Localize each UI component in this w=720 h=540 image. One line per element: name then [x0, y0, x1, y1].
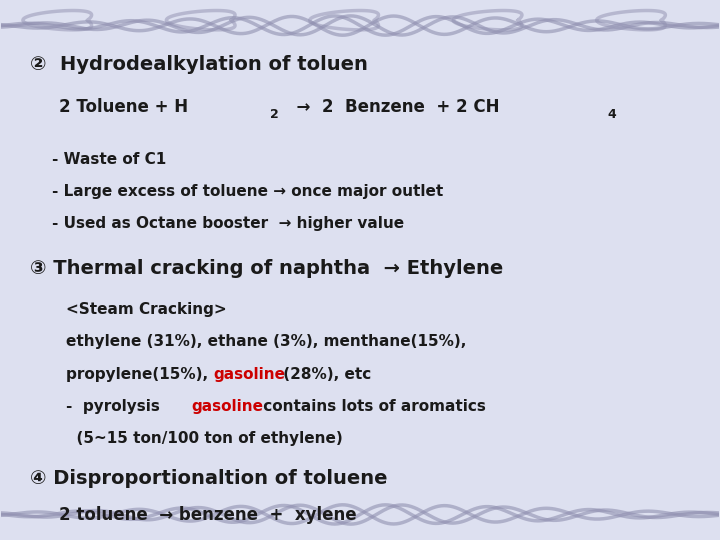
- Text: (28%), etc: (28%), etc: [277, 367, 371, 382]
- Text: <Steam Cracking>: <Steam Cracking>: [66, 302, 227, 317]
- Text: 4: 4: [608, 108, 616, 121]
- Text: - Large excess of toluene → once major outlet: - Large excess of toluene → once major o…: [52, 184, 443, 199]
- Text: ③ Thermal cracking of naphtha  → Ethylene: ③ Thermal cracking of naphtha → Ethylene: [30, 259, 503, 278]
- Text: 2: 2: [270, 108, 279, 121]
- Text: gasoline: gasoline: [192, 399, 264, 414]
- Text: →  2  Benzene  + 2 CH: → 2 Benzene + 2 CH: [284, 98, 499, 116]
- Text: gasoline: gasoline: [213, 367, 285, 382]
- Text: propylene(15%),: propylene(15%),: [66, 367, 213, 382]
- Text: (5~15 ton/100 ton of ethylene): (5~15 ton/100 ton of ethylene): [66, 431, 343, 446]
- Text: - Used as Octane booster  → higher value: - Used as Octane booster → higher value: [52, 217, 404, 231]
- Text: 2 Toluene + H: 2 Toluene + H: [59, 98, 188, 116]
- Text: ④ Disproportionaltion of toluene: ④ Disproportionaltion of toluene: [30, 469, 387, 488]
- Text: ②  Hydrodealkylation of toluen: ② Hydrodealkylation of toluen: [30, 55, 368, 74]
- Text: -  pyrolysis: - pyrolysis: [66, 399, 165, 414]
- Text: contains lots of aromatics: contains lots of aromatics: [258, 399, 486, 414]
- Text: 2 toluene  → benzene  +  xylene: 2 toluene → benzene + xylene: [59, 507, 356, 524]
- Text: - Waste of C1: - Waste of C1: [52, 152, 166, 167]
- Text: ethylene (31%), ethane (3%), menthane(15%),: ethylene (31%), ethane (3%), menthane(15…: [66, 334, 467, 349]
